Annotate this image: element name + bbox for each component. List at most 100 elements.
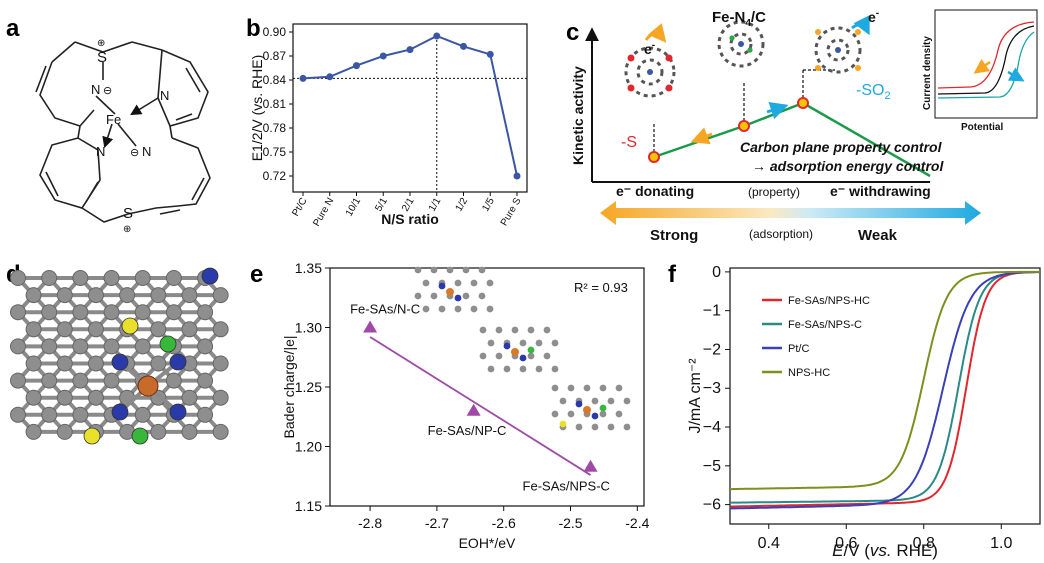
d-carbon-atom bbox=[41, 372, 58, 389]
e-fit-line bbox=[369, 336, 592, 476]
c-strong: Strong bbox=[650, 227, 698, 244]
e-inset-nitrogen bbox=[575, 400, 583, 408]
b-data-point bbox=[326, 73, 334, 81]
e-inset-carbon bbox=[414, 266, 422, 274]
panel-letter-f: f bbox=[668, 261, 677, 288]
d-carbon-atom bbox=[181, 423, 198, 440]
d-carbon-atom bbox=[25, 389, 42, 406]
atom-fe: Fe bbox=[106, 112, 121, 127]
d-carbon-atom bbox=[10, 338, 26, 355]
d-carbon-atom bbox=[72, 406, 89, 423]
e-point-label: Fe-SAs/NPS-C bbox=[523, 479, 610, 494]
e-data-point bbox=[583, 459, 598, 472]
f-y-tick-label: −6 bbox=[703, 497, 721, 514]
d-nitrogen-atom bbox=[111, 403, 129, 421]
atom-n-topright: N bbox=[160, 88, 169, 103]
c-inset-ylabel: Current density bbox=[922, 36, 933, 110]
c-weak: Weak bbox=[858, 227, 898, 244]
d-sulfur-atom bbox=[83, 427, 101, 445]
e-inset-carbon bbox=[430, 266, 438, 274]
d-carbon-atom bbox=[72, 338, 89, 355]
panel-e-chart: 1.15 1.20 1.25 1.30 1.35 -2.8 -2.7 -2.6 -2.5 -2.4… bbox=[281, 260, 650, 551]
e-inset-carbon bbox=[551, 410, 559, 418]
e-inset-carbon bbox=[454, 305, 462, 313]
b-x-tick-label: Pure S bbox=[499, 196, 524, 228]
e-data-point bbox=[363, 320, 378, 333]
e-x-tick-label: -2.5 bbox=[558, 515, 582, 531]
c-arrow-right bbox=[766, 102, 789, 120]
b-y-tick-label: 0.90 bbox=[263, 25, 287, 39]
d-carbon-atom bbox=[25, 287, 42, 304]
e-inset-carbon bbox=[623, 397, 631, 405]
d-sulfur-atom bbox=[121, 317, 139, 335]
d-carbon-atom bbox=[10, 304, 26, 321]
d-carbon-atom bbox=[25, 423, 42, 440]
e-x-label: EOH*/eV bbox=[459, 535, 516, 551]
e-inset-iron bbox=[583, 406, 591, 414]
c-node-so2 bbox=[797, 97, 809, 109]
f-legend-label: Pt/C bbox=[788, 343, 809, 355]
e-inset-carbon bbox=[567, 384, 575, 392]
atom-n-bottomleft: N bbox=[96, 144, 105, 159]
e-y-tick-label: 1.25 bbox=[295, 379, 322, 395]
c-inset-arrow-blue bbox=[1007, 67, 1025, 82]
d-carbon-atom bbox=[165, 372, 182, 389]
f-y-tick-label: −5 bbox=[703, 458, 721, 475]
f-legend-label: Fe-SAs/NPS-C bbox=[788, 319, 862, 331]
d-carbon-atom bbox=[56, 321, 73, 338]
d-carbon-atom bbox=[103, 372, 120, 389]
panel-c-schematic: Kinetic activity bbox=[570, 8, 1038, 244]
d-carbon-atom bbox=[134, 270, 151, 286]
d-carbon-atom bbox=[87, 389, 104, 406]
c-molecule-left bbox=[624, 23, 676, 98]
d-carbon-atom bbox=[134, 338, 151, 355]
d-phosphorus-atom bbox=[131, 427, 149, 445]
c-caption-2: → adsorption energy control bbox=[752, 158, 944, 174]
e-x-tick-label: -2.6 bbox=[492, 515, 516, 531]
d-carbon-atom bbox=[150, 355, 167, 372]
e-inset-carbon bbox=[543, 326, 551, 334]
f-y-label: J/mA cm⁻² bbox=[687, 358, 704, 434]
e-data-point bbox=[466, 403, 481, 416]
e-inset-carbon bbox=[623, 423, 631, 431]
d-carbon-atom bbox=[25, 321, 42, 338]
b-series-line bbox=[302, 34, 518, 177]
d-nitrogen-atom bbox=[201, 267, 219, 285]
d-carbon-atom bbox=[103, 270, 120, 286]
e-inset-carbon bbox=[551, 339, 559, 347]
b-y-tick-label: 0.87 bbox=[263, 49, 287, 63]
d-carbon-atom bbox=[10, 372, 26, 389]
e-y-tick-label: 1.30 bbox=[295, 320, 322, 336]
e-inset-carbon bbox=[543, 352, 551, 360]
c-y-label: Kinetic activity bbox=[570, 66, 586, 165]
e-inset-carbon bbox=[519, 339, 527, 347]
panel-d-lattice bbox=[10, 267, 229, 445]
c-electron-right: e- bbox=[868, 8, 879, 25]
c-adsorption: (adsorption) bbox=[749, 227, 813, 241]
b-y-label: E1/2/V (vs. RHE) bbox=[249, 55, 265, 162]
c-withdrawing: e⁻ withdrawing bbox=[830, 183, 931, 199]
d-carbon-atom bbox=[87, 355, 104, 372]
atom-s-bottom: S bbox=[123, 205, 133, 222]
d-carbon-atom bbox=[134, 406, 151, 423]
d-nitrogen-atom bbox=[169, 353, 187, 371]
d-carbon-atom bbox=[41, 270, 58, 286]
e-inset-nitrogen bbox=[454, 294, 462, 302]
d-carbon-atom bbox=[150, 321, 167, 338]
fe-complex-structure bbox=[35, 41, 211, 223]
e-inset-carbon bbox=[527, 326, 535, 334]
e-inset-carbon bbox=[551, 365, 559, 373]
d-phosphorus-atom bbox=[159, 335, 177, 353]
e-inset-carbon bbox=[583, 384, 591, 392]
e-x-tick-label: -2.4 bbox=[625, 515, 649, 531]
f-y-tick-label: −4 bbox=[703, 419, 721, 436]
d-carbon-atom bbox=[212, 287, 229, 304]
e-inset-carbon bbox=[470, 305, 478, 313]
d-carbon-atom bbox=[165, 304, 182, 321]
c-inset-black bbox=[937, 25, 1035, 95]
e-inset-carbon bbox=[535, 339, 543, 347]
d-carbon-atom bbox=[56, 423, 73, 440]
d-carbon-atom bbox=[56, 355, 73, 372]
f-series-curve bbox=[729, 271, 1040, 504]
b-y-tick-label: 0.72 bbox=[263, 169, 287, 183]
